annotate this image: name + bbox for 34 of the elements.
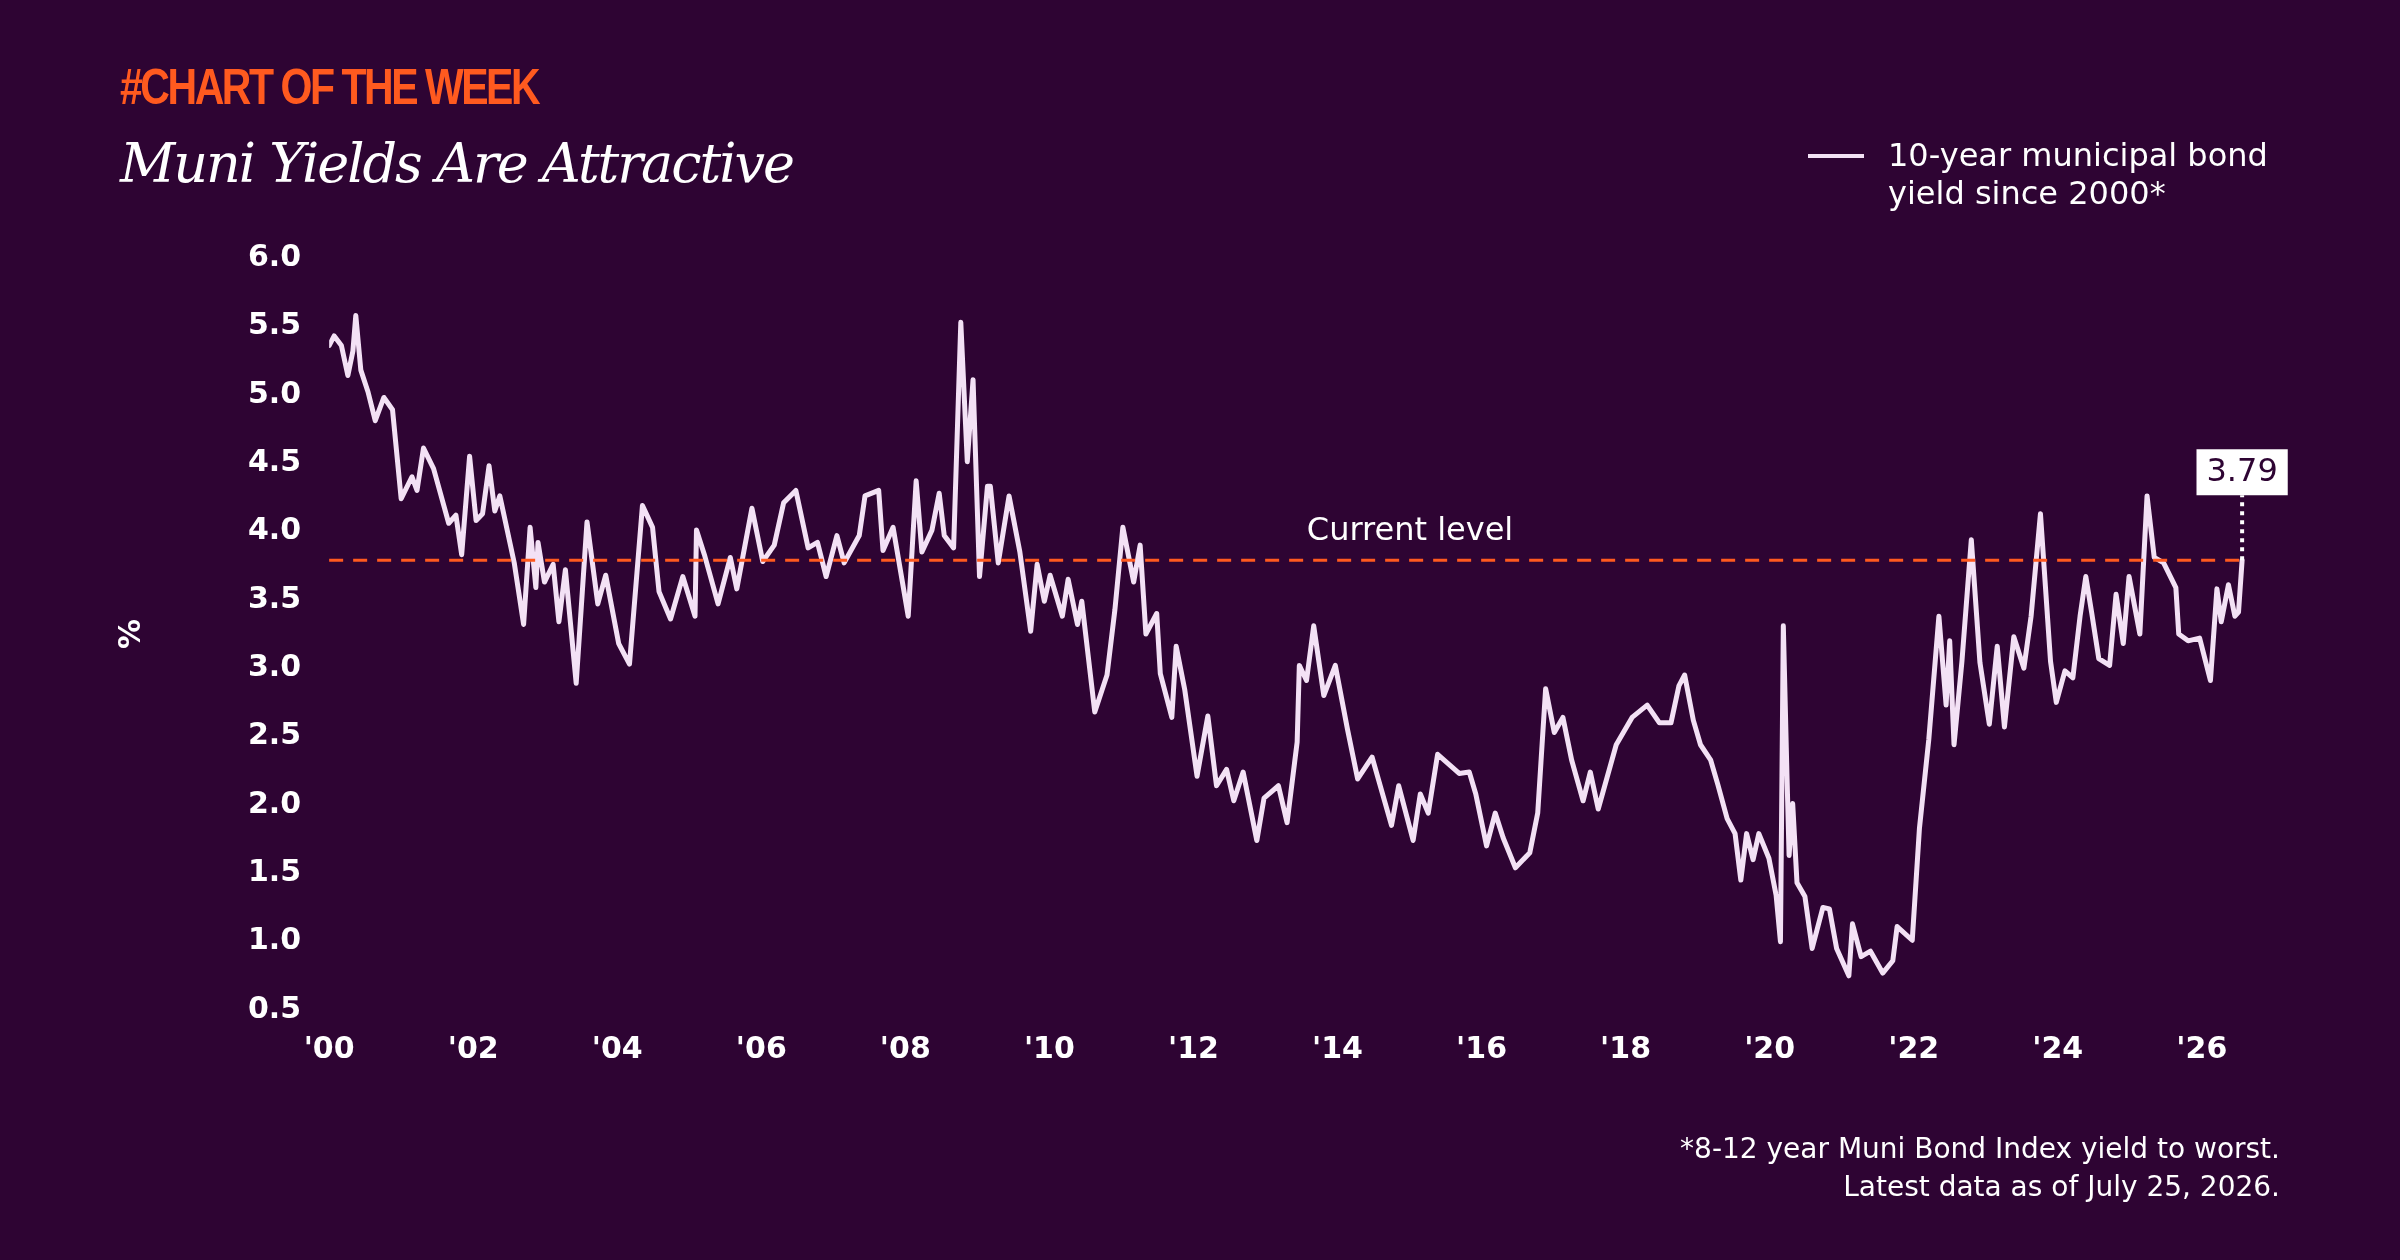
y-tick-label: 3.0 — [247, 647, 302, 683]
x-tick-label: '06 — [735, 1029, 787, 1065]
y-tick-label: 6.0 — [247, 237, 302, 273]
x-tick-label: '10 — [1023, 1029, 1075, 1065]
text: *8-12 year Muni Bond Index yield to worst. — [1680, 1131, 2280, 1167]
y-tick-label: 2.5 — [247, 716, 302, 752]
chart-title: Muni Yields Are Attractive — [120, 132, 793, 195]
text: #CHART OF THE WEEK — [120, 58, 539, 116]
y-tick-label: 1.5 — [247, 853, 302, 889]
x-tick-label: '16 — [1456, 1029, 1508, 1065]
y-tick-label: 1.0 — [247, 921, 302, 957]
x-tick-label: '12 — [1167, 1029, 1219, 1065]
annotation: 3.79 — [2206, 451, 2278, 490]
y-tick-label: 3.5 — [247, 579, 302, 615]
legend-label: 10-year municipal bond yield since 2000* — [1888, 136, 2269, 212]
x-tick-label: '24 — [2032, 1029, 2084, 1065]
y-tick-label: 4.0 — [247, 511, 302, 547]
ref-line-label: Current level — [1306, 510, 1514, 549]
x-tick-label: '04 — [591, 1029, 643, 1065]
x-tick-label: '20 — [1744, 1029, 1796, 1065]
x-tick-label: '08 — [879, 1029, 931, 1065]
y-axis-title: % — [111, 618, 147, 650]
x-tick-label: '26 — [2176, 1029, 2228, 1065]
text: Latest data as of July 25, 2026. — [1842, 1169, 2280, 1205]
x-tick-label: '14 — [1312, 1029, 1363, 1065]
y-tick-label: 4.5 — [247, 442, 302, 478]
y-tick-label: 0.5 — [247, 989, 302, 1025]
x-tick-label: '22 — [1888, 1029, 1940, 1065]
y-tick-label: 5.5 — [247, 306, 302, 342]
x-tick-label: '02 — [447, 1029, 499, 1065]
x-tick-label: '00 — [303, 1029, 355, 1065]
x-tick-label: '18 — [1600, 1029, 1652, 1065]
y-tick-label: 2.0 — [247, 784, 302, 820]
y-tick-label: 5.0 — [247, 374, 302, 410]
